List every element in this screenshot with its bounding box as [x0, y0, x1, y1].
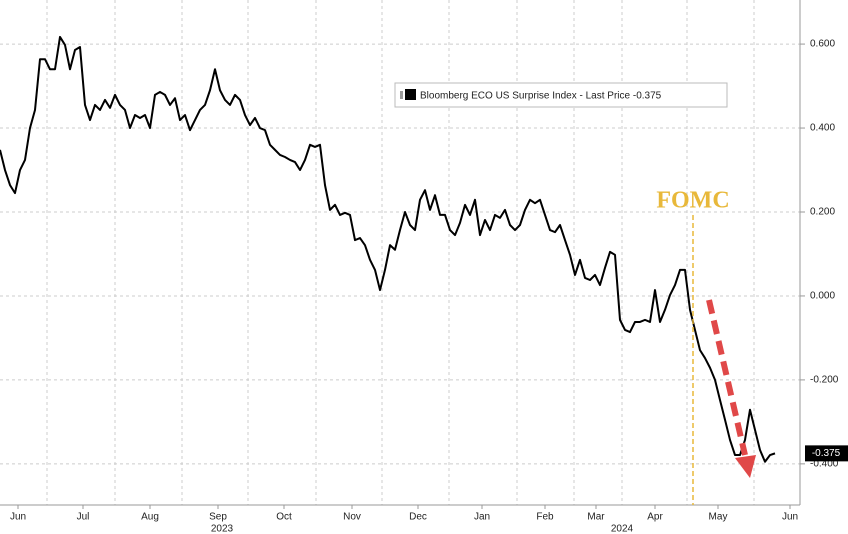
marks	[0, 35, 776, 463]
arrow-shaft	[706, 299, 748, 456]
trend-arrow	[706, 299, 756, 478]
series-line	[0, 35, 776, 463]
legend: Bloomberg ECO US Surprise Index - Last P…	[394, 82, 728, 108]
y-tick-label: 0.000	[810, 291, 835, 302]
last-price-tag	[805, 445, 848, 462]
x-tick-label: Dec	[409, 512, 427, 523]
x-tick-label: Nov	[343, 512, 361, 523]
y-tick-label: -0.200	[810, 375, 839, 386]
arrow-head	[735, 455, 756, 478]
x-tick-label: Feb	[536, 512, 554, 523]
y-tick-label: 0.200	[810, 207, 835, 218]
x-tick-label: Jul	[77, 512, 90, 523]
annotation-label: FOMC	[656, 188, 729, 214]
legend-swatch	[405, 89, 416, 100]
x-tick-label: Apr	[647, 512, 663, 523]
y-tick-label: 0.400	[810, 123, 835, 134]
x-tick-label: Jan	[474, 512, 490, 523]
x-tick-label: Aug	[141, 512, 159, 523]
x-tick-label: Oct	[276, 512, 292, 523]
y-tick-label: 0.600	[810, 39, 835, 50]
x-tick-label: Sep	[209, 512, 227, 523]
legend-handle	[400, 91, 403, 99]
y-tick-label: -0.400	[810, 459, 839, 470]
x-tick-label: May	[709, 512, 728, 523]
last-price-label: -0.375	[812, 448, 841, 459]
year-label: 2024	[611, 524, 634, 534]
legend-label: Bloomberg ECO US Surprise Index - Last P…	[420, 91, 662, 102]
year-label: 2023	[211, 524, 234, 534]
x-tick-label: Mar	[587, 512, 605, 523]
x-tick-label: Jun	[10, 512, 26, 523]
x-tick-label: Jun	[782, 512, 798, 523]
legend-box	[394, 82, 728, 108]
